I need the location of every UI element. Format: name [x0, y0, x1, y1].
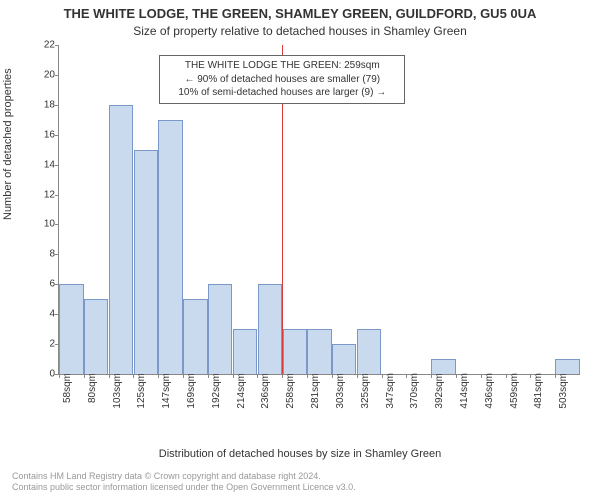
x-tick-label: 281sqm: [310, 373, 321, 409]
x-tick-label: 58sqm: [62, 373, 73, 403]
x-tick-label: 303sqm: [335, 373, 346, 409]
x-tick-label: 147sqm: [161, 373, 172, 409]
x-tick-mark: [84, 374, 85, 378]
x-tick-mark: [208, 374, 209, 378]
histogram-bar: [59, 284, 83, 374]
chart-subtitle: Size of property relative to detached ho…: [0, 24, 600, 38]
y-tick-mark: [55, 135, 59, 136]
x-tick-mark: [307, 374, 308, 378]
y-tick-mark: [55, 165, 59, 166]
y-tick-mark: [55, 105, 59, 106]
x-tick-label: 481sqm: [533, 373, 544, 409]
histogram-bar: [307, 329, 331, 374]
histogram-bar: [283, 329, 307, 374]
x-tick-mark: [282, 374, 283, 378]
x-tick-label: 169sqm: [186, 373, 197, 409]
y-tick-mark: [55, 224, 59, 225]
x-tick-label: 258sqm: [285, 373, 296, 409]
x-tick-label: 347sqm: [385, 373, 396, 409]
annotation-box: THE WHITE LODGE THE GREEN: 259sqm← 90% o…: [159, 55, 405, 104]
attribution-text: Contains HM Land Registry data © Crown c…: [12, 471, 588, 494]
x-tick-mark: [481, 374, 482, 378]
x-tick-label: 414sqm: [459, 373, 470, 409]
histogram-bar: [134, 150, 158, 374]
y-tick-label: 10: [29, 219, 55, 230]
x-tick-mark: [382, 374, 383, 378]
x-tick-label: 325sqm: [360, 373, 371, 409]
x-tick-mark: [456, 374, 457, 378]
histogram-bar: [431, 359, 455, 374]
x-tick-mark: [406, 374, 407, 378]
x-tick-label: 436sqm: [484, 373, 495, 409]
x-tick-mark: [133, 374, 134, 378]
attribution-line2: Contains public sector information licen…: [12, 482, 588, 494]
histogram-bar: [357, 329, 381, 374]
histogram-bar: [109, 105, 133, 374]
y-tick-label: 18: [29, 99, 55, 110]
y-tick-label: 4: [29, 309, 55, 320]
x-tick-label: 392sqm: [434, 373, 445, 409]
x-tick-mark: [109, 374, 110, 378]
x-tick-label: 214sqm: [236, 373, 247, 409]
attribution-line1: Contains HM Land Registry data © Crown c…: [12, 471, 588, 483]
histogram-bar: [84, 299, 108, 374]
histogram-bar: [258, 284, 282, 374]
x-tick-mark: [257, 374, 258, 378]
x-tick-label: 236sqm: [260, 373, 271, 409]
x-tick-mark: [357, 374, 358, 378]
y-tick-label: 2: [29, 339, 55, 350]
y-tick-mark: [55, 195, 59, 196]
y-tick-label: 16: [29, 129, 55, 140]
chart-title: THE WHITE LODGE, THE GREEN, SHAMLEY GREE…: [0, 6, 600, 21]
plot-area: 024681012141618202258sqm80sqm103sqm125sq…: [58, 45, 580, 375]
y-tick-label: 14: [29, 159, 55, 170]
y-tick-label: 8: [29, 249, 55, 260]
x-tick-label: 80sqm: [87, 373, 98, 403]
histogram-bar: [208, 284, 232, 374]
histogram-bar: [183, 299, 207, 374]
annotation-line: 10% of semi-detached houses are larger (…: [165, 86, 399, 100]
x-tick-mark: [233, 374, 234, 378]
x-tick-label: 125sqm: [136, 373, 147, 409]
histogram-bar: [332, 344, 356, 374]
y-tick-mark: [55, 254, 59, 255]
x-tick-label: 370sqm: [409, 373, 420, 409]
x-tick-label: 103sqm: [112, 373, 123, 409]
x-tick-mark: [506, 374, 507, 378]
x-tick-mark: [530, 374, 531, 378]
y-tick-label: 22: [29, 40, 55, 51]
annotation-line: ← 90% of detached houses are smaller (79…: [165, 73, 399, 87]
x-tick-mark: [59, 374, 60, 378]
chart-container: THE WHITE LODGE, THE GREEN, SHAMLEY GREE…: [0, 0, 600, 500]
annotation-line: THE WHITE LODGE THE GREEN: 259sqm: [165, 59, 399, 73]
y-tick-label: 12: [29, 189, 55, 200]
y-tick-label: 6: [29, 279, 55, 290]
x-tick-label: 192sqm: [211, 373, 222, 409]
y-tick-mark: [55, 75, 59, 76]
y-axis-label: Number of detached properties: [2, 68, 14, 220]
histogram-bar: [555, 359, 579, 374]
y-tick-mark: [55, 45, 59, 46]
x-tick-label: 459sqm: [509, 373, 520, 409]
y-tick-label: 20: [29, 69, 55, 80]
x-tick-mark: [183, 374, 184, 378]
y-tick-label: 0: [29, 369, 55, 380]
histogram-bar: [233, 329, 257, 374]
x-tick-mark: [332, 374, 333, 378]
x-tick-label: 503sqm: [558, 373, 569, 409]
x-tick-mark: [555, 374, 556, 378]
x-tick-mark: [431, 374, 432, 378]
x-tick-mark: [158, 374, 159, 378]
histogram-bar: [158, 120, 182, 374]
x-axis-label: Distribution of detached houses by size …: [0, 448, 600, 460]
